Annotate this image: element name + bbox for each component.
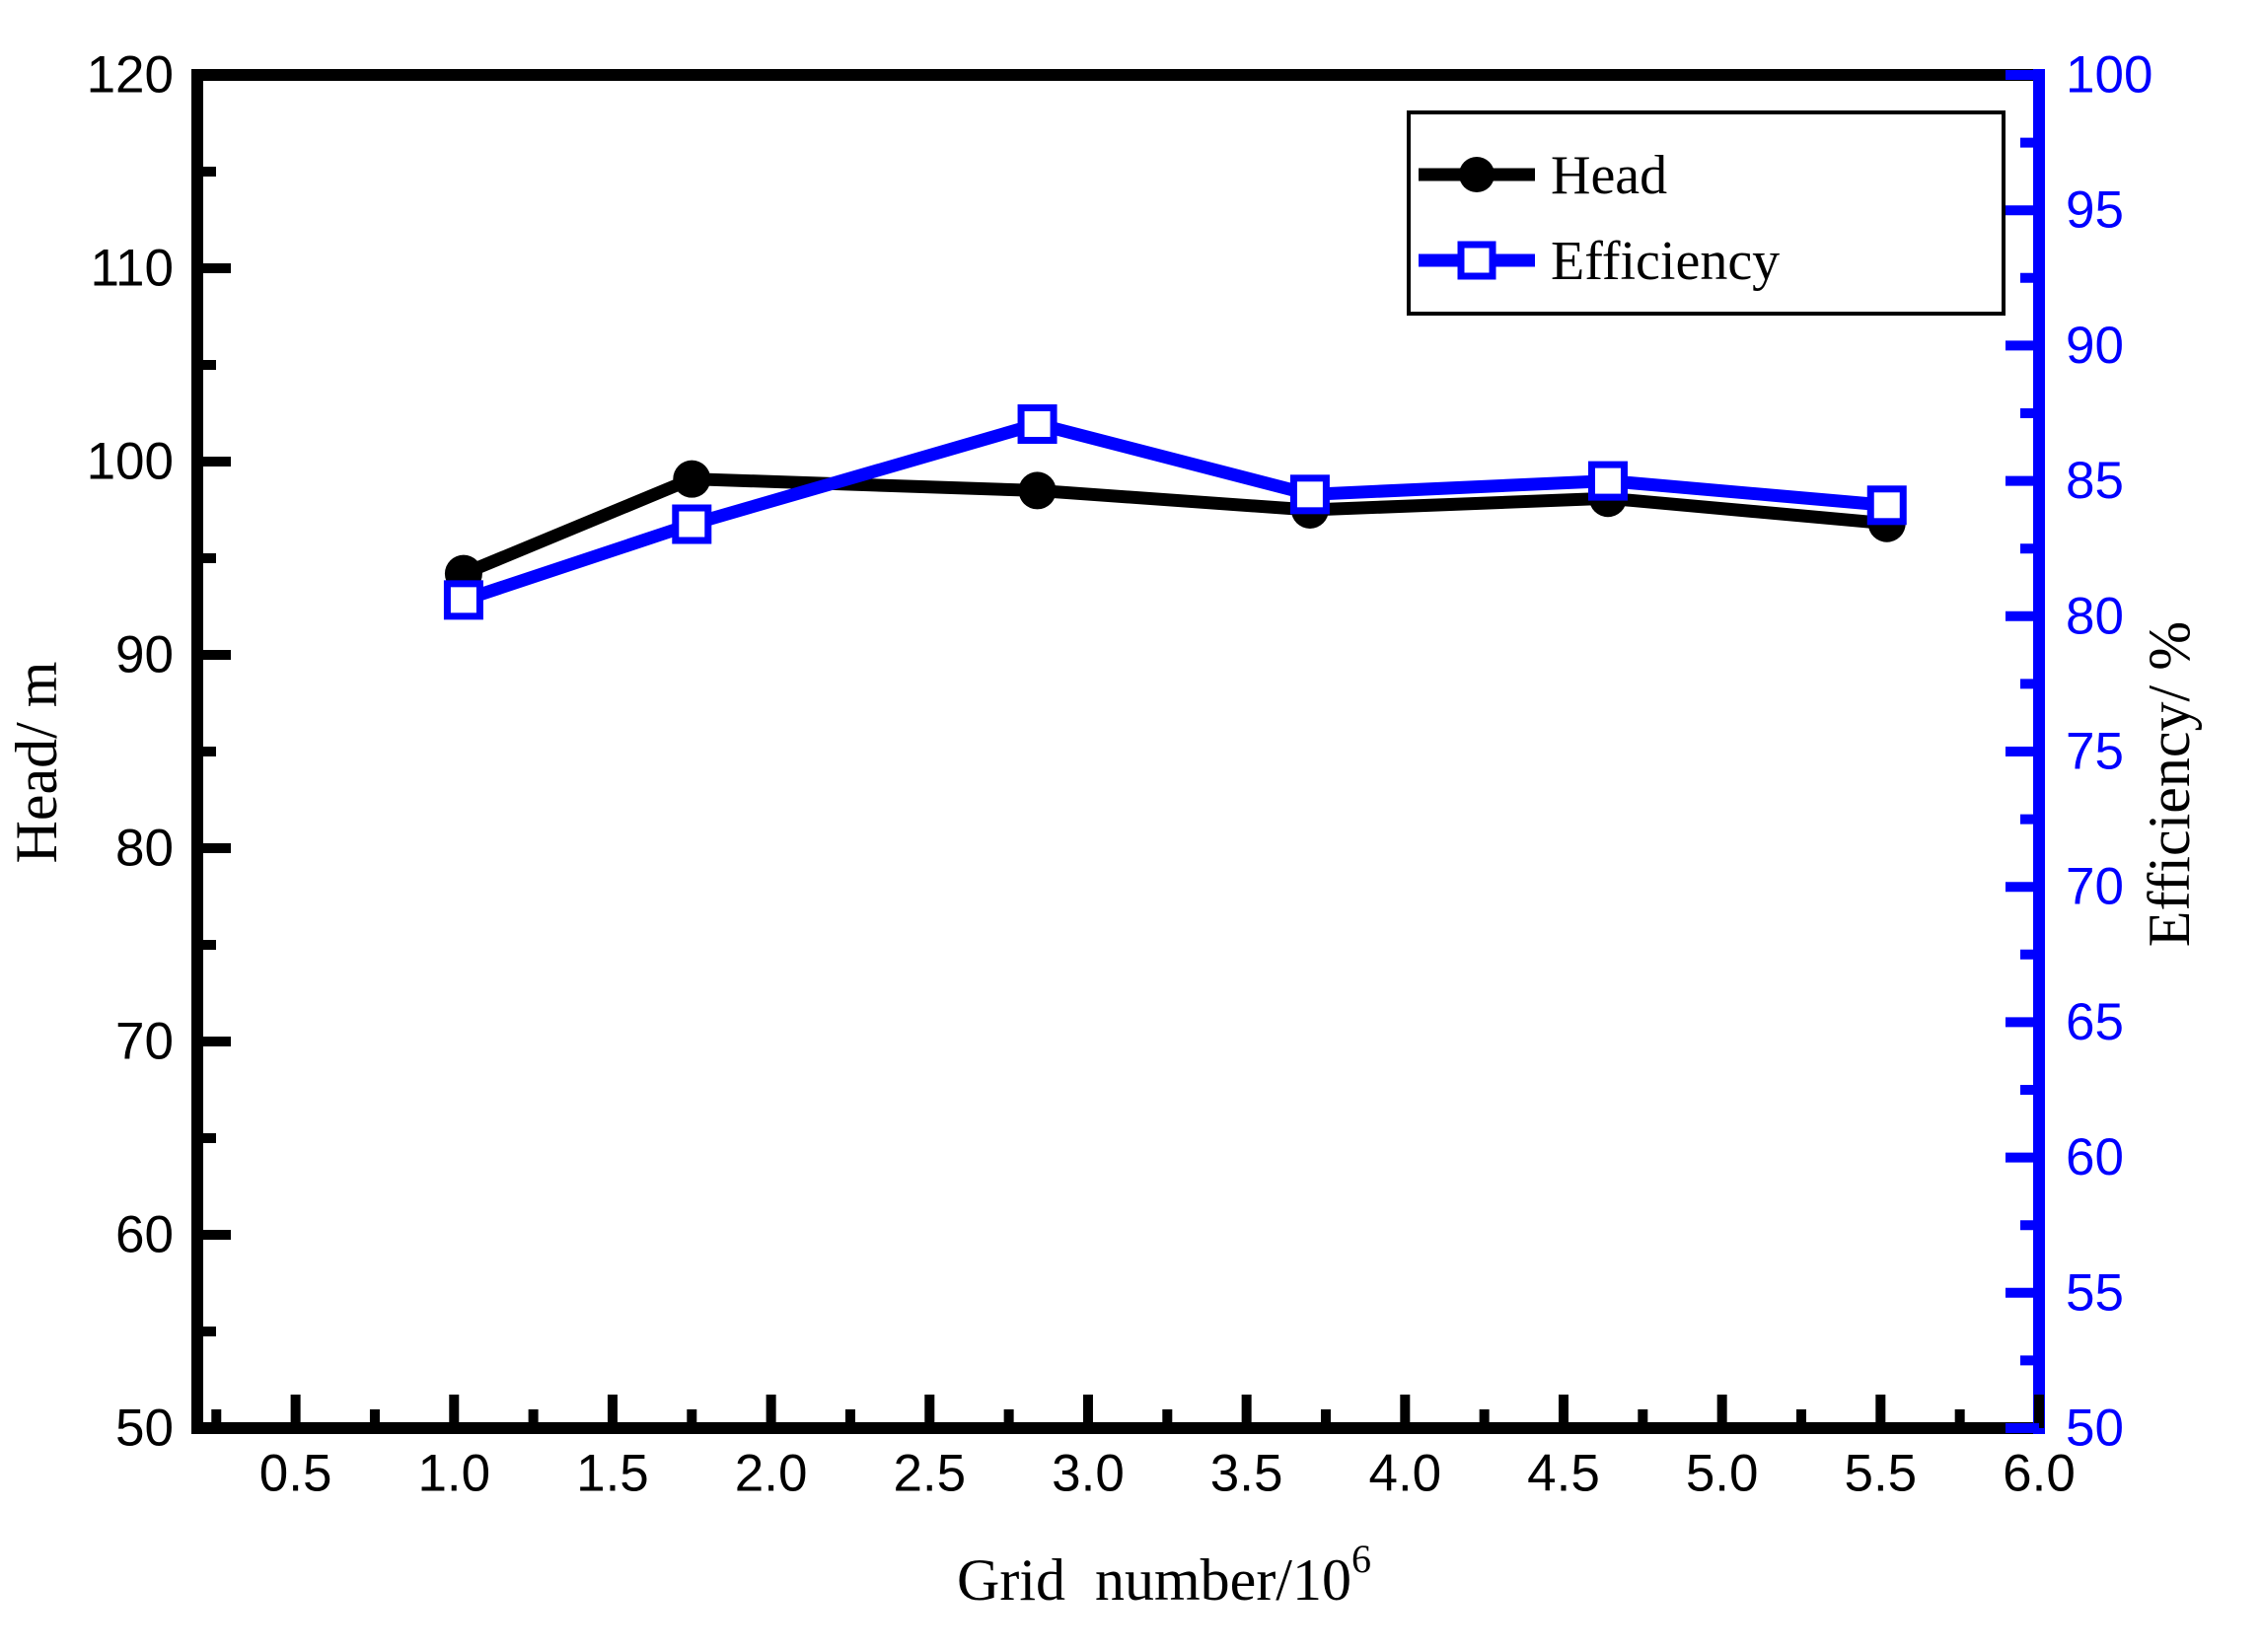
x-tick-label: 1.5 [576,1445,649,1503]
legend-head-label: Head [1551,145,1667,206]
y-axis-right-title: Efficiency/ % [2137,621,2202,947]
x-tick-label: 5.5 [1844,1445,1917,1503]
y-right-tick-label: 100 [2066,46,2152,105]
y-left-tick-label: 100 [87,433,174,491]
series-head-marker [673,460,711,498]
y-right-tick-label: 85 [2066,452,2124,510]
y-left-tick-label: 60 [115,1206,174,1264]
series-efficiency-line [461,417,1888,607]
y-right-tick-label: 50 [2066,1400,2124,1458]
x-tick-label: 3.5 [1210,1445,1283,1503]
series-efficiency-marker [1866,485,1907,526]
y-left-tick-label: 90 [115,626,174,684]
legend-efficiency-label: Efficiency [1551,231,1780,292]
x-tick-label: 4.5 [1527,1445,1600,1503]
series-head-marker [1018,471,1057,510]
series-efficiency-marker [672,504,712,544]
x-tick-label: 5.0 [1686,1445,1759,1503]
y-left-tick-label: 110 [91,240,175,298]
y-left-tick-label: 120 [87,46,174,105]
y-axis-left-title: Head/ m [4,662,69,864]
series-efficiency-marker [443,580,483,620]
y-right-tick-label: 90 [2066,317,2124,375]
x-tick-label: 1.0 [417,1445,490,1503]
axes-layer: 0.5 1.0 1.5 2.0 2.5 3.0 3.5 4.0 4.5 5.0 5.5 6.05060… [87,46,2153,1503]
y-left-tick-label: 80 [115,820,174,878]
series-head-line [461,472,1888,580]
x-tick-label: 3.0 [1052,1445,1125,1503]
y-right-tick-label: 75 [2066,723,2124,781]
series-layer [443,403,1907,620]
series-efficiency-marker [1017,403,1058,444]
x-tick-label: 4.0 [1368,1445,1441,1503]
legend-box [1407,110,2006,316]
y-right-tick-label: 60 [2066,1128,2124,1186]
y-right-tick-label: 65 [2066,993,2124,1051]
y-left-tick-label: 70 [115,1013,174,1071]
y-right-tick-label: 55 [2066,1263,2124,1322]
y-left-tick-label: 50 [115,1400,174,1458]
y-right-tick-label: 80 [2066,587,2124,645]
x-tick-label: 6.0 [2003,1445,2076,1503]
x-tick-label: 2.0 [735,1445,808,1503]
x-axis-title-main: Grid number/10 [957,1547,1351,1613]
x-axis-title: Grid number/106 [853,1520,1445,1613]
y-right-tick-label: 95 [2066,181,2124,240]
legend: Head Efficiency [1407,110,2006,316]
legend-head-marker-icon [1459,157,1495,192]
series-efficiency-marker [1289,474,1330,515]
y-right-tick-label: 70 [2066,858,2124,916]
legend-entry-head: Head [1419,145,1667,206]
x-tick-label: 2.5 [893,1445,966,1503]
legend-entry-efficiency: Efficiency [1419,231,1780,292]
legend-efficiency-marker-icon [1457,241,1496,280]
x-tick-label: 0.5 [259,1445,332,1503]
x-axis-title-superscript: 6 [1351,1537,1371,1581]
series-efficiency-marker [1587,461,1628,501]
